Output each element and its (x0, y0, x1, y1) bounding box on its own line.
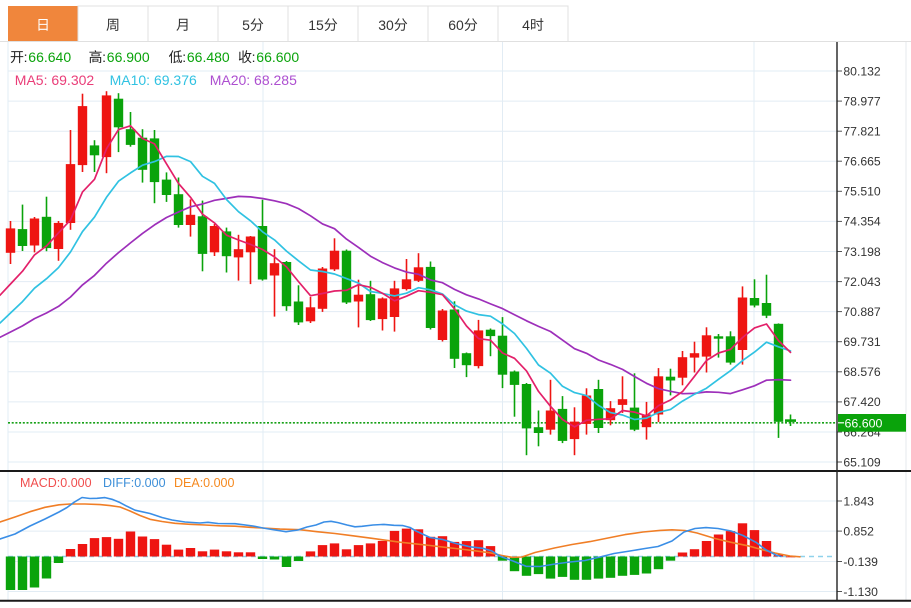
svg-text:73.198: 73.198 (843, 245, 880, 259)
svg-text:69.731: 69.731 (843, 335, 880, 349)
svg-text::: : (182, 49, 186, 65)
svg-text:72.043: 72.043 (843, 275, 880, 289)
svg-text::: : (24, 49, 28, 65)
svg-text:4: 4 (522, 17, 530, 33)
svg-text:68.576: 68.576 (843, 365, 880, 379)
svg-text:77.821: 77.821 (843, 125, 880, 139)
svg-text:-1.130: -1.130 (843, 585, 878, 599)
svg-text:65.109: 65.109 (843, 455, 880, 469)
svg-text:DIFF:0.000: DIFF:0.000 (103, 476, 166, 490)
svg-text:0.852: 0.852 (843, 524, 874, 538)
svg-text:5: 5 (242, 17, 250, 33)
svg-text:MACD:0.000: MACD:0.000 (20, 476, 92, 490)
svg-text:66.900: 66.900 (107, 49, 150, 65)
svg-text:78.977: 78.977 (843, 94, 880, 108)
svg-text::: : (102, 49, 106, 65)
svg-text:MA20: 68.285: MA20: 68.285 (210, 72, 297, 88)
svg-text:1.843: 1.843 (843, 494, 874, 508)
svg-text:DEA:0.000: DEA:0.000 (174, 476, 235, 490)
svg-text:80.132: 80.132 (843, 64, 880, 78)
svg-text:15: 15 (308, 17, 324, 33)
svg-text:60: 60 (448, 17, 464, 33)
svg-text:66.640: 66.640 (28, 49, 71, 65)
svg-text:66.600: 66.600 (845, 416, 883, 430)
svg-text:30: 30 (378, 17, 394, 33)
svg-text:74.354: 74.354 (843, 215, 880, 229)
svg-text:66.480: 66.480 (187, 49, 230, 65)
svg-text:MA10: 69.376: MA10: 69.376 (110, 72, 197, 88)
svg-text:67.420: 67.420 (843, 395, 880, 409)
svg-text:MA5: 69.302: MA5: 69.302 (15, 72, 95, 88)
svg-text:70.887: 70.887 (843, 305, 880, 319)
svg-text:66.600: 66.600 (256, 49, 299, 65)
svg-text:-0.139: -0.139 (843, 555, 878, 569)
svg-text:75.510: 75.510 (843, 185, 880, 199)
svg-text::: : (252, 49, 256, 65)
svg-text:76.665: 76.665 (843, 155, 880, 169)
